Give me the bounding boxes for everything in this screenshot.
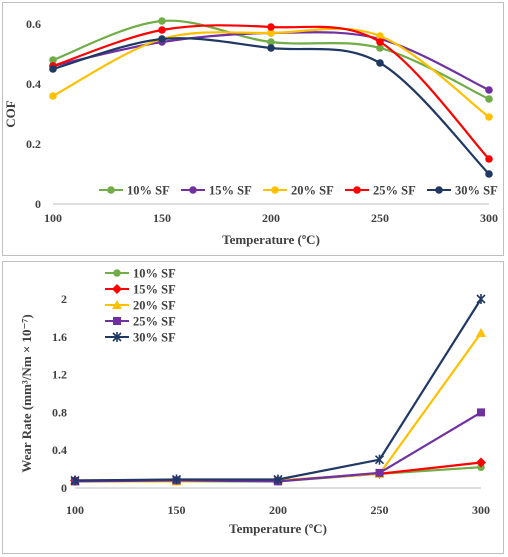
legend-item: 30% SF [105,331,176,345]
y-tick-label: 0 [35,197,41,211]
legend-item: 20% SF [105,299,176,313]
x-tick-label: 150 [153,211,171,225]
data-point [375,468,384,477]
wear-rate-chart: 0 0.4 0.8 1.2 1.6 2 100 150 200 250 300 Temperature… [19,267,490,537]
series-line [75,332,482,483]
data-point [485,95,493,103]
legend-label: 10% SF [133,267,176,281]
legend-label: 15% SF [209,184,252,198]
x-tick-label: 150 [168,503,186,517]
y-tick-label: 0.2 [26,137,41,151]
data-point [376,32,384,40]
legend-swatch-marker [353,186,361,194]
series-3 [70,328,486,486]
data-point [477,408,485,417]
x-tick-label: 250 [371,211,389,225]
legend: 10% SF 15% SF 20% SF 25% SF 30% SF [105,267,176,345]
data-point [158,17,166,25]
legend-item: 15% SF [105,283,176,297]
legend-item: 25% SF [345,184,416,198]
legend-label: 25% SF [373,184,416,198]
data-point [476,328,486,338]
data-point [49,65,57,73]
data-point [485,113,493,121]
y-tick-label: 1.6 [52,330,67,344]
data-point [376,44,384,52]
wear-rate-chart-panel: 0 0.4 0.8 1.2 1.6 2 100 150 200 250 300 Temperature… [2,261,504,554]
legend-label: 20% SF [133,299,176,313]
legend-label: 15% SF [133,283,176,297]
y-tick-label: 0.4 [52,443,67,457]
legend-item: 10% SF [99,184,170,198]
data-point [158,26,166,34]
legend-swatch-marker [113,317,121,325]
x-tick-label: 250 [371,503,389,517]
series-5 [49,35,493,178]
legend-item: 15% SF [181,184,252,198]
data-point [267,44,275,52]
legend-label: 20% SF [291,184,334,198]
data-point [267,29,275,37]
x-tick-label: 200 [262,211,280,225]
legend-label: 10% SF [127,184,170,198]
x-tick-label: 300 [480,211,498,225]
legend-item: 25% SF [105,315,176,329]
legend-swatch-marker [271,186,279,194]
y-tick-label: 0.4 [26,77,41,91]
data-point [267,38,275,46]
data-point [70,475,80,486]
x-tick-label: 100 [66,503,84,517]
data-point [476,294,486,304]
x-axis-title: Temperature (ºC) [229,521,327,536]
legend-swatch-marker [112,300,122,309]
data-point [376,38,384,46]
series-4 [71,408,485,486]
x-tick-label: 100 [44,211,62,225]
y-tick-label: 0.8 [52,405,67,419]
x-axis-title: Temperature (ºC) [222,232,320,247]
data-point [158,35,166,43]
data-point [49,56,57,64]
data-point [267,23,275,31]
legend-item: 20% SF [263,184,334,198]
legend-swatch-marker [435,186,443,194]
legend-label: 25% SF [133,315,176,329]
data-point [171,474,182,485]
y-tick-label: 1.2 [52,368,67,382]
legend-swatch-marker [189,186,197,194]
legend-swatch-marker [113,269,121,277]
data-point [485,86,493,94]
y-tick-label: 2 [61,292,67,306]
data-point [476,457,486,468]
data-point [485,170,493,178]
y-axis-title: COF [3,100,18,128]
data-point [273,474,283,485]
legend-label: 30% SF [133,331,176,345]
legend-item: 10% SF [105,267,176,281]
x-tick-label: 200 [269,503,287,517]
cof-chart-panel: 0 0.2 0.4 0.6 100 150 200 250 300 Temperature (ºC… [2,2,504,256]
legend-swatch-marker [112,284,122,294]
y-tick-label: 0.6 [26,17,41,31]
y-tick-label: 0 [61,481,67,495]
y-axis-title: Wear Rate (mm³/Nm × 10⁻⁷) [19,314,34,472]
data-point [485,155,493,163]
legend: 10% SF 15% SF 20% SF 25% SF 30% SF [99,184,498,198]
data-point [376,59,384,67]
series-5 [70,294,486,486]
data-point [49,92,57,100]
series-1 [49,17,493,103]
data-point [374,454,385,465]
legend-swatch-marker [112,332,122,342]
cof-chart: 0 0.2 0.4 0.6 100 150 200 250 300 Temperature (ºC… [3,17,498,247]
x-tick-label: 300 [472,503,490,517]
legend-swatch-marker [107,186,115,194]
legend-item: 30% SF [427,184,498,198]
legend-label: 30% SF [455,184,498,198]
